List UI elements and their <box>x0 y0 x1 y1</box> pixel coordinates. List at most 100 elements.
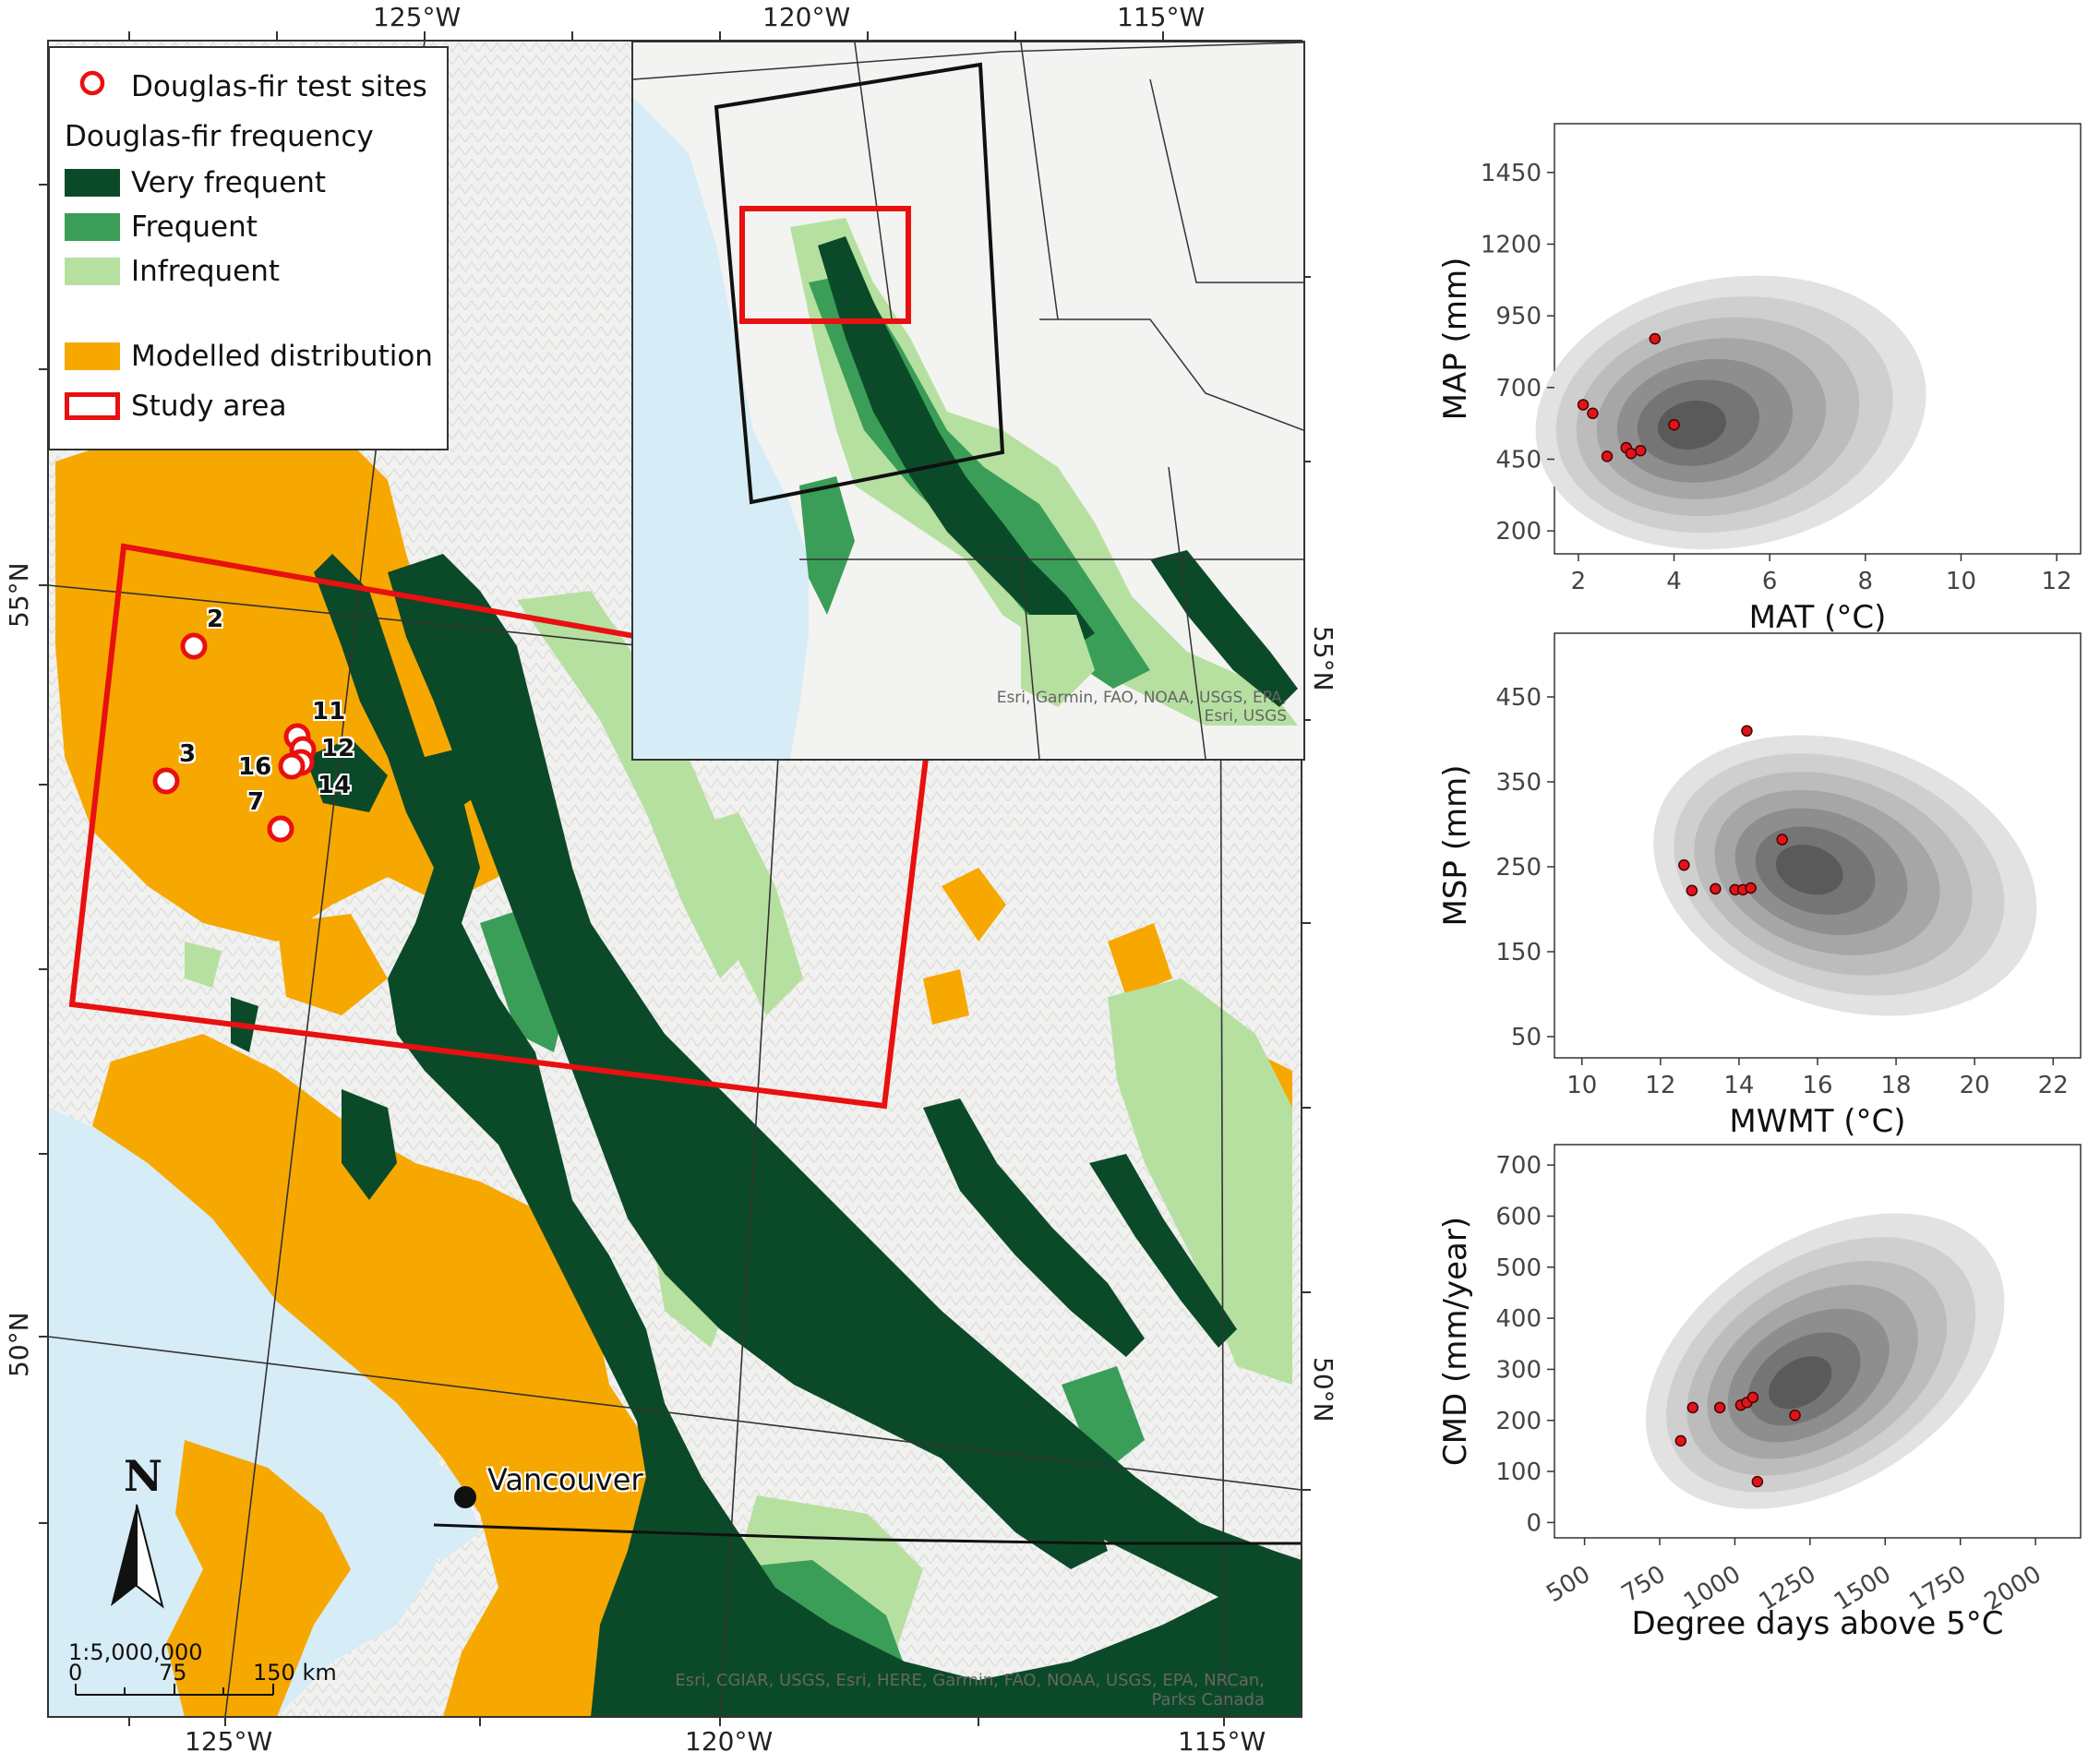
density-level-7 <box>1775 845 1843 895</box>
y-tick-label: 250 <box>1495 854 1542 882</box>
y-tick-label: 450 <box>1495 684 1542 712</box>
test-site-point <box>1789 1409 1801 1422</box>
x-tick-label: 16 <box>1802 1072 1832 1099</box>
x-tick-label: 20 <box>1960 1072 1990 1099</box>
site-label-16: 16 <box>238 753 272 781</box>
legend-very-frequent-label: Very frequent <box>131 166 327 199</box>
test-site-point <box>1741 1397 1753 1409</box>
test-site-point <box>1668 418 1680 431</box>
scale-bar <box>75 1684 274 1696</box>
y-tick-label: 150 <box>1495 939 1542 966</box>
y-tick-label: 1450 <box>1481 160 1542 187</box>
x-tick-label: 2000 <box>1980 1560 2046 1616</box>
legend-row-frequent: Frequent <box>65 209 258 246</box>
density-level-5 <box>1734 808 1908 935</box>
legend-swatch-very-frequent <box>65 169 120 197</box>
x-tick-label: 1000 <box>1679 1560 1746 1616</box>
x-tick-label: 2 <box>1571 568 1587 595</box>
legend-frequent-label: Frequent <box>131 210 258 244</box>
test-site-point <box>1601 450 1614 462</box>
test-site-point <box>1678 858 1690 871</box>
y-tick-label: 600 <box>1495 1203 1542 1230</box>
legend-row-study-area: Study area <box>65 388 287 425</box>
y-axis-label: CMD (mm/year) <box>1437 1217 1474 1466</box>
legend-swatch-study-area <box>65 392 120 420</box>
x-axis-label: MWMT (°C) <box>1729 1103 1905 1140</box>
legend-infrequent-label: Infrequent <box>131 255 281 288</box>
x-tick-label: 1500 <box>1830 1560 1896 1616</box>
legend-modelled-label: Modelled distribution <box>131 340 433 373</box>
x-tick-label: 12 <box>1645 1072 1675 1099</box>
test-site-point <box>1577 399 1590 411</box>
city-label: Vancouver <box>487 1462 643 1497</box>
density-level-4 <box>1707 1284 1918 1459</box>
test-site-point <box>1635 444 1647 457</box>
site-circle-icon <box>267 815 294 843</box>
y-tick-label: 350 <box>1495 769 1542 797</box>
density-level-3 <box>1576 317 1860 517</box>
density-level-5 <box>1727 1308 1890 1443</box>
site-label-3: 3 <box>179 740 197 768</box>
x-tick-label: 18 <box>1881 1072 1912 1099</box>
y-tick-label: 100 <box>1495 1458 1542 1486</box>
very-frequent-area <box>231 554 1302 1717</box>
test-site-point <box>1745 882 1757 894</box>
test-site-point <box>1649 332 1662 345</box>
test-site-point <box>1751 1475 1764 1488</box>
legend-site-icon <box>65 69 120 104</box>
legend-swatch-modelled <box>65 342 120 370</box>
test-site-point <box>1620 441 1632 454</box>
y-tick-label: 50 <box>1511 1024 1542 1051</box>
test-site-point <box>1674 1434 1687 1447</box>
north-arrow-icon <box>111 1504 164 1609</box>
site-label-7: 7 <box>247 788 265 816</box>
left-coord-55n: 55°N <box>4 562 34 628</box>
y-axis-label: MAP (mm) <box>1437 258 1474 421</box>
y-tick-label: 500 <box>1495 1254 1542 1282</box>
map-panel: 125°W 120°W 115°W 125°W 120°W 115°W 55°N… <box>4 2 1338 1757</box>
test-site-point <box>1686 884 1698 897</box>
y-tick-label: 700 <box>1495 375 1542 402</box>
strait-water <box>277 1403 480 1560</box>
main-attribution: Esri, CGIAR, USGS, Esri, HERE, Garmin, F… <box>609 1671 1265 1710</box>
bottom-coord-125w: 125°W <box>185 1726 273 1757</box>
legend-row-very-frequent: Very frequent <box>65 164 326 201</box>
inset-context-box <box>714 62 1005 505</box>
y-axis-label: MSP (mm) <box>1437 765 1474 927</box>
x-tick-label: 8 <box>1858 568 1874 595</box>
density-level-3 <box>1694 772 1973 976</box>
plot-frame <box>1554 1144 2082 1539</box>
plot-frame <box>1554 123 2082 555</box>
y-tick-label: 700 <box>1495 1152 1542 1180</box>
x-axis-label: Degree days above 5°C <box>1631 1605 2003 1642</box>
density-level-1 <box>1535 275 1926 550</box>
site-label-12: 12 <box>321 735 355 762</box>
legend-row-modelled: Modelled distribution <box>65 338 433 375</box>
density-level-2 <box>1555 296 1893 534</box>
y-tick-label: 200 <box>1495 518 1542 546</box>
x-tick-label: 14 <box>1723 1072 1754 1099</box>
inset-map: Esri, Garmin, FAO, NOAA, USGS, EPA, Esri… <box>631 41 1305 761</box>
x-tick-label: 10 <box>1946 568 1976 595</box>
test-site-point <box>1736 883 1749 896</box>
legend-frequency-title: Douglas-fir frequency <box>65 120 374 153</box>
top-coord-120w: 120°W <box>762 2 851 32</box>
plot-frame <box>1554 632 2082 1059</box>
density-level-5 <box>1616 358 1794 483</box>
inset-attribution-line1: Esri, Garmin, FAO, NOAA, USGS, EPA, <box>996 689 1287 707</box>
legend-row-infrequent: Infrequent <box>65 253 280 290</box>
inset-distribution <box>790 218 1298 726</box>
site-label-2: 2 <box>207 606 224 633</box>
right-coord-50n: 50°N <box>1308 1357 1338 1422</box>
x-tick-label: 500 <box>1542 1560 1595 1608</box>
site-label-11: 11 <box>312 698 346 726</box>
north-label: N <box>124 1451 163 1501</box>
y-tick-label: 1200 <box>1481 231 1542 258</box>
legend-swatch-frequent <box>65 213 120 241</box>
left-coord-50n: 50°N <box>4 1312 34 1377</box>
legend-test-sites-label: Douglas-fir test sites <box>131 70 427 103</box>
density-level-6 <box>1747 1332 1861 1426</box>
x-axis-label: MAT (°C) <box>1749 599 1887 636</box>
scale-tick-75: 75 <box>159 1660 187 1686</box>
inset-ocean <box>633 98 809 759</box>
